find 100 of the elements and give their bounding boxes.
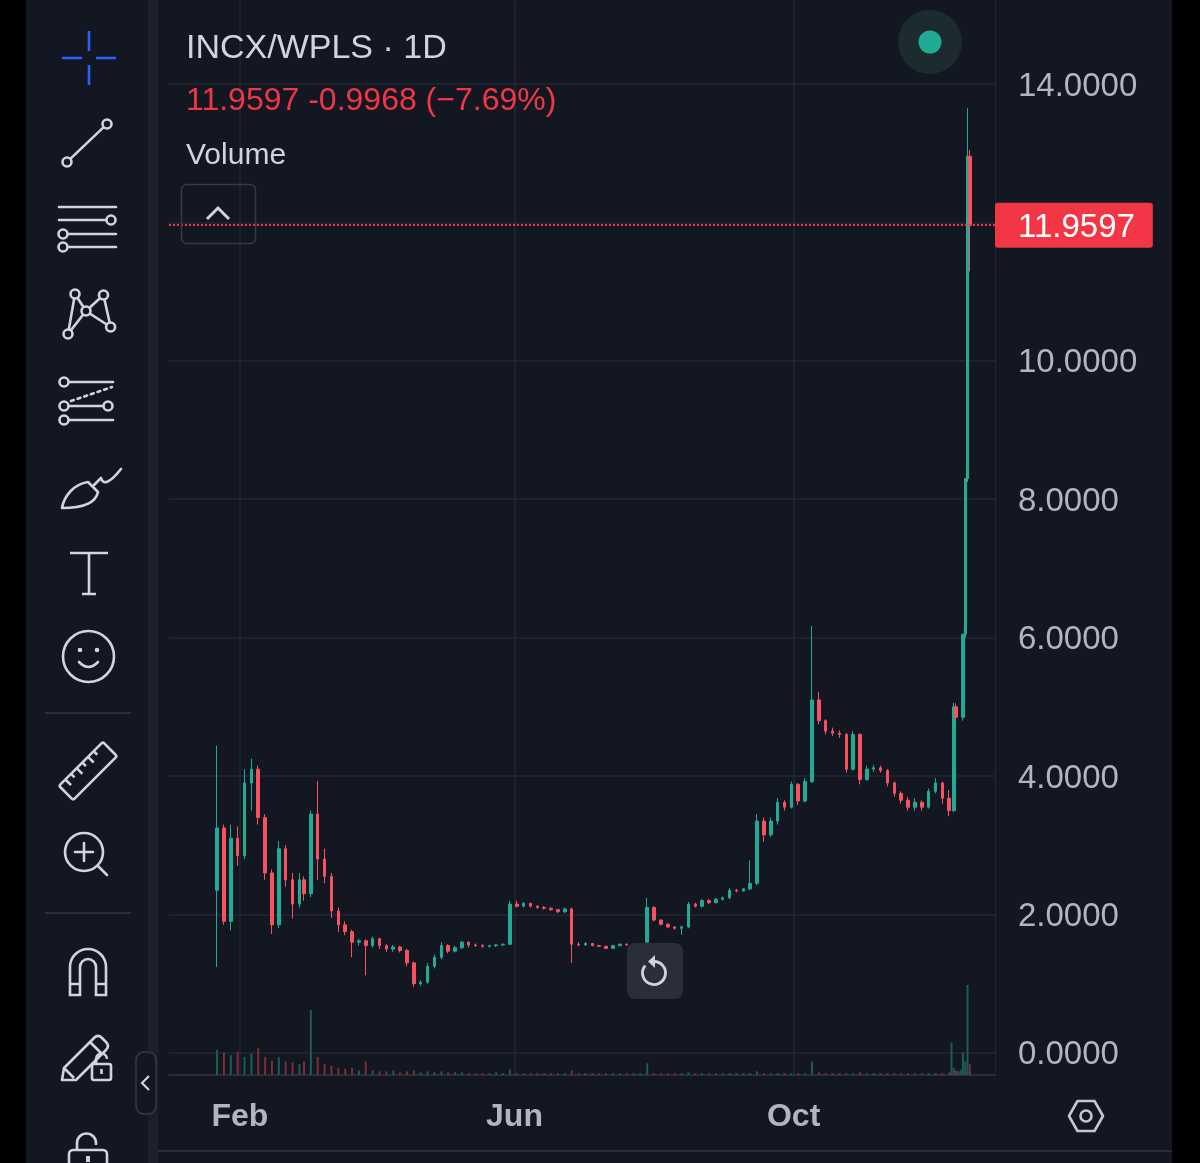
candlestick	[652, 905, 656, 922]
candlestick	[673, 925, 676, 931]
candlestick	[398, 945, 402, 954]
candlestick	[790, 781, 793, 810]
y-tick-label: 2.0000	[1018, 895, 1119, 933]
candlestick	[742, 887, 745, 893]
candlestick	[831, 727, 834, 737]
bar	[229, 1055, 232, 1075]
candlestick	[659, 918, 663, 927]
candlestick	[536, 904, 539, 910]
y-tick-label: 0.0000	[1018, 1034, 1119, 1072]
y-tick-label: 14.0000	[1018, 65, 1138, 103]
bar	[236, 1051, 239, 1075]
candlestick	[625, 943, 628, 947]
candlestick	[954, 702, 958, 722]
candlestick	[893, 781, 896, 798]
candlestick	[879, 765, 882, 774]
candlestick	[721, 895, 724, 902]
bar	[323, 1064, 326, 1075]
bar	[495, 1072, 498, 1075]
bar	[646, 1063, 649, 1075]
candlestick	[872, 764, 875, 773]
candlestick	[309, 810, 313, 898]
bar	[250, 1053, 253, 1075]
bar	[243, 1057, 246, 1075]
y-tick-label: 6.0000	[1018, 619, 1119, 657]
candlestick	[755, 813, 759, 886]
candlestick	[508, 900, 512, 946]
candlestick	[687, 901, 690, 929]
bar	[344, 1068, 347, 1075]
x-tick-label: Jun	[486, 1097, 543, 1133]
candlestick	[501, 943, 505, 947]
bar	[291, 1062, 294, 1075]
candlestick	[412, 961, 416, 988]
candlestick	[584, 941, 587, 947]
candlestick	[549, 907, 553, 912]
candlestick	[343, 920, 347, 936]
candlestick	[570, 907, 573, 964]
candlestick	[419, 979, 422, 987]
candlestick	[556, 908, 560, 914]
candlestick	[467, 940, 470, 949]
candlestick	[364, 938, 368, 976]
bar	[298, 1064, 301, 1075]
candlestick	[337, 907, 340, 933]
candlestick	[865, 765, 869, 782]
candlestick	[927, 788, 930, 810]
bar	[508, 1069, 511, 1075]
candlestick	[330, 872, 333, 919]
candlestick	[440, 941, 443, 960]
candlestick	[385, 943, 388, 953]
candlestick	[920, 799, 924, 812]
candlestick	[453, 945, 457, 954]
bar	[948, 1072, 951, 1075]
candlestick	[577, 941, 580, 947]
x-tick-label: Feb	[211, 1097, 269, 1133]
bar	[859, 1072, 861, 1075]
bar	[961, 1052, 964, 1075]
candlestick	[858, 732, 862, 785]
candlestick	[542, 905, 546, 911]
candlestick	[714, 897, 718, 904]
bar	[257, 1048, 260, 1075]
candlestick	[941, 781, 944, 805]
x-tick-label: Oct	[766, 1097, 821, 1133]
candlestick	[277, 840, 281, 929]
candlestick	[522, 901, 525, 909]
bar	[405, 1071, 408, 1075]
bar	[351, 1067, 354, 1075]
bar	[337, 1067, 340, 1075]
candlestick	[803, 777, 807, 802]
bar	[968, 1064, 971, 1075]
candlestick	[783, 799, 786, 812]
candlestick	[899, 790, 903, 805]
bar	[950, 1042, 953, 1075]
candlestick	[391, 944, 395, 953]
candlestick	[886, 768, 889, 787]
candlestick	[284, 844, 287, 888]
candlestick	[291, 872, 294, 920]
bar	[966, 985, 969, 1075]
bar	[426, 1071, 429, 1075]
bar	[277, 1057, 280, 1075]
bar	[433, 1072, 436, 1075]
bar	[222, 1052, 225, 1075]
candlestick	[707, 898, 711, 905]
candlestick	[591, 942, 594, 947]
candlestick	[968, 149, 972, 273]
candlestick	[323, 848, 326, 884]
candlestick	[460, 940, 464, 950]
candlestick	[796, 783, 800, 806]
bar	[440, 1071, 443, 1075]
candlestick	[728, 887, 731, 900]
candlestick	[243, 768, 246, 860]
candlestick	[776, 797, 779, 825]
candlestick	[906, 796, 910, 812]
bar	[264, 1057, 267, 1075]
candlestick	[694, 902, 697, 909]
bar	[309, 1010, 312, 1075]
candlestick	[947, 789, 951, 817]
candlestick	[824, 718, 827, 736]
text: 11.9597 -0.9968 (−7.69%)	[186, 81, 557, 117]
candlestick	[611, 944, 615, 950]
